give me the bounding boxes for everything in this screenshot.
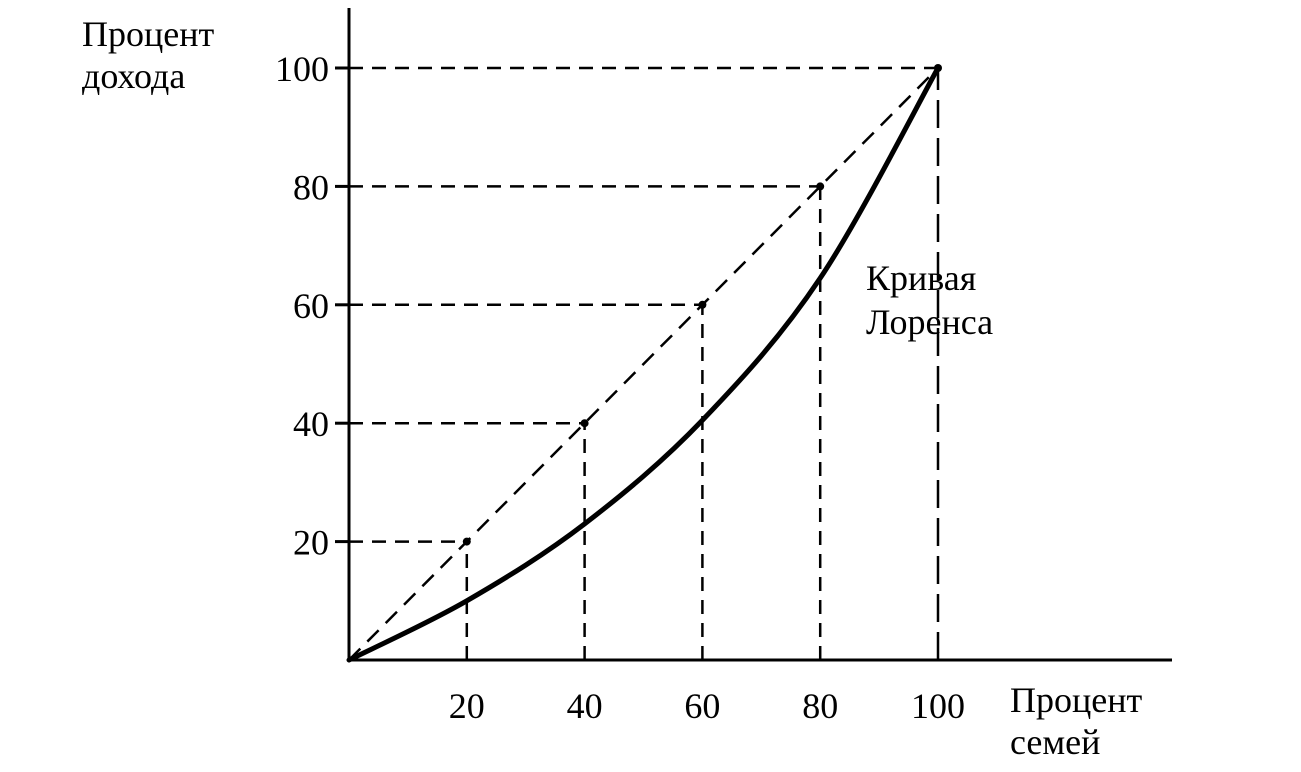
x-axis-title-line-2: семей [1010, 722, 1100, 762]
y-tick-label-60: 60 [293, 286, 329, 326]
equality-point-20 [462, 537, 471, 546]
y-axis-title-line-1: Процент [82, 14, 215, 54]
x-tick-label-80: 80 [802, 686, 838, 726]
x-tick-label-100: 100 [911, 686, 965, 726]
curve-annotation-line-2: Лоренса [866, 302, 993, 342]
x-tick-label-20: 20 [449, 686, 485, 726]
y-tick-label-100: 100 [275, 49, 329, 89]
axes [335, 8, 1172, 662]
equality-point-60 [698, 300, 707, 309]
equality-point-80 [816, 182, 825, 191]
x-tick-label-40: 40 [567, 686, 603, 726]
y-tick-label-80: 80 [293, 167, 329, 207]
series-layer [346, 64, 942, 663]
y-tick-label-40: 40 [293, 404, 329, 444]
curve-annotation-line-1: Кривая [866, 258, 976, 298]
equality-line [348, 67, 939, 661]
x-axis-title-line-1: Процент [1010, 680, 1143, 720]
x-tick-label-60: 60 [684, 686, 720, 726]
y-tick-label-20: 20 [293, 523, 329, 563]
y-axis-title-line-2: дохода [82, 56, 185, 96]
guide-lines [349, 66, 940, 660]
lorenz-curve [346, 65, 941, 663]
equality-point-40 [580, 419, 589, 428]
